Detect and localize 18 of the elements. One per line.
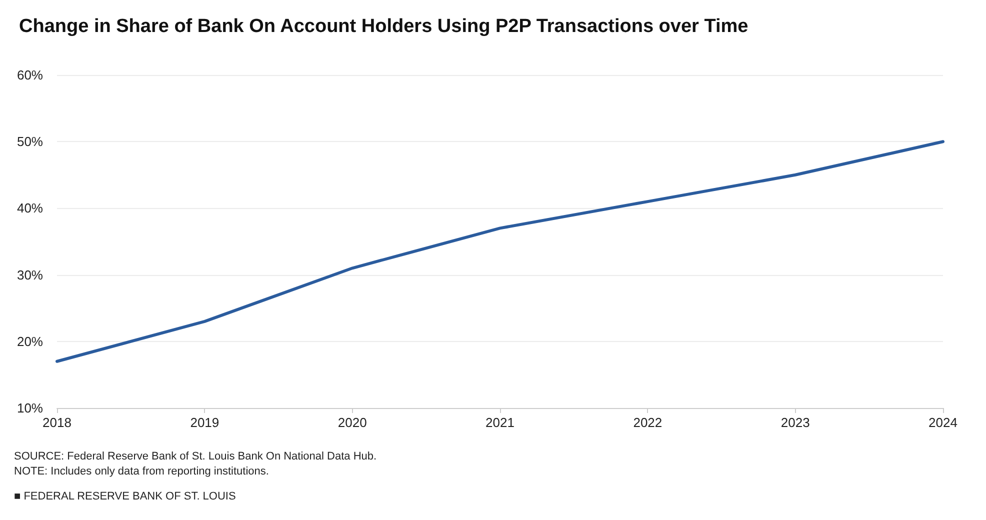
text: NOTE: Includes only data from reporting institutions. [14, 466, 269, 478]
y-tick-label: 40% [16, 200, 44, 216]
x-tick-label: 2022 [633, 415, 662, 430]
y-tick-label: 60% [16, 68, 44, 82]
line-series [56, 140, 944, 363]
x-tick-label: 2023 [780, 415, 810, 430]
x-tick-label: 2021 [486, 415, 514, 430]
y-tick-label: 30% [16, 267, 44, 282]
x-tick-label: 2019 [190, 415, 220, 430]
x-tick-label: 2020 [338, 415, 367, 430]
source-note: SOURCE: Federal Reserve Bank of St. Louis Bank On National Data Hub. [14, 450, 377, 462]
chart-title: Change in Share of Bank On Account Holders Using P2P Transactions over Time [19, 16, 748, 37]
x-tick-label: 2018 [42, 415, 72, 430]
text: ■ FEDERAL RESERVE BANK OF ST. LOUIS [14, 490, 236, 502]
y-tick-label: 10% [16, 400, 44, 416]
y-tick-label: 20% [16, 334, 44, 349]
y-tick-label: 50% [16, 134, 44, 150]
x-tick-label: 2024 [928, 415, 958, 430]
